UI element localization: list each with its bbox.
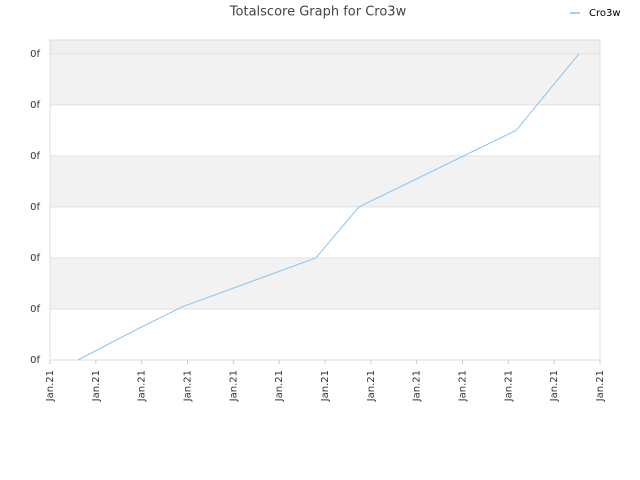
x-tick-label: Jan.21	[412, 370, 423, 402]
x-tick-label: Jan.21	[366, 370, 377, 402]
y-tick-label: 0f	[30, 355, 40, 366]
grid-band	[50, 206, 600, 258]
x-tick-label: Jan.21	[595, 370, 606, 402]
x-tick-label: Jan.21	[274, 370, 285, 402]
x-tick-label: Jan.21	[320, 370, 331, 402]
legend-label: Cro3w	[589, 8, 621, 19]
grid-band	[50, 104, 600, 156]
y-tick-label: 0f	[30, 100, 40, 111]
x-tick-label: Jan.21	[45, 370, 56, 402]
series-line	[77, 53, 580, 361]
y-tick-label: 0f	[30, 49, 40, 60]
x-tick-label: Jan.21	[137, 370, 148, 402]
grid-band	[50, 308, 600, 360]
x-tick-label: Jan.21	[549, 370, 560, 402]
x-tick-label: Jan.21	[503, 370, 514, 402]
x-tick-label: Jan.21	[183, 370, 194, 402]
y-tick-label: 0f	[30, 304, 40, 315]
y-tick-label: 0f	[30, 151, 40, 162]
grid-band	[50, 155, 600, 207]
grid-band	[50, 257, 600, 309]
x-tick-label: Jan.21	[91, 370, 102, 402]
x-tick-label: Jan.21	[458, 370, 469, 402]
grid-band	[50, 53, 600, 105]
y-tick-label: 0f	[30, 202, 40, 213]
x-tick-label: Jan.21	[228, 370, 239, 402]
chart-title: Totalscore Graph for Cro3w	[229, 5, 407, 20]
y-tick-label: 0f	[30, 253, 40, 264]
